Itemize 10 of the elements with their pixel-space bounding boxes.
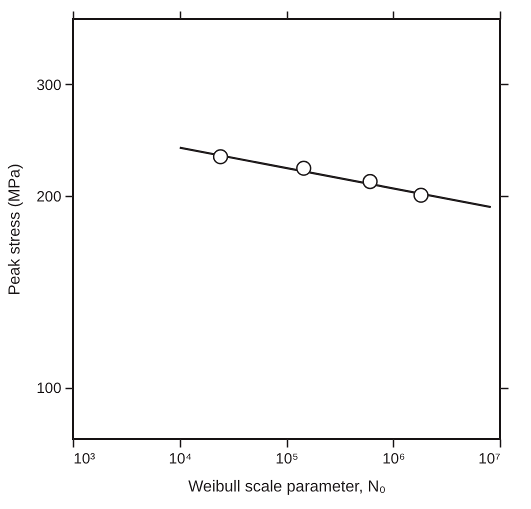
y-tick-label: 100 bbox=[36, 380, 62, 398]
x-tick-label: 10⁶ bbox=[382, 450, 406, 468]
x-tick-label: 10⁷ bbox=[478, 450, 500, 468]
x-tick-label: 10⁵ bbox=[276, 450, 298, 468]
x-axis-title: Weibull scale parameter, N₀ bbox=[188, 478, 386, 496]
x-tick-label: 10³ bbox=[74, 450, 96, 468]
y-tick-label: 200 bbox=[36, 188, 62, 206]
y-axis-title: Peak stress (MPa) bbox=[6, 164, 24, 296]
x-tick-label: 10⁴ bbox=[168, 450, 192, 468]
y-tick-label: 300 bbox=[36, 76, 62, 94]
